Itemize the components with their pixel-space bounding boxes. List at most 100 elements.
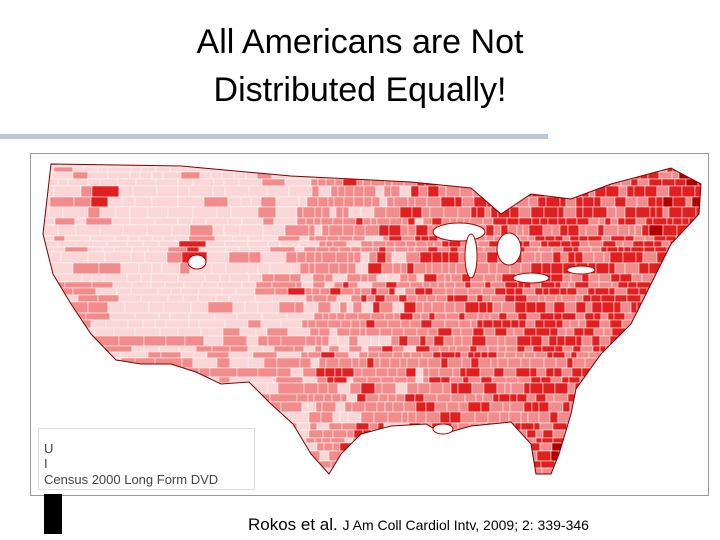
county-cell bbox=[491, 376, 507, 384]
county-cell bbox=[593, 196, 602, 208]
county-cell bbox=[50, 251, 62, 264]
county-cell bbox=[661, 281, 670, 289]
county-cell bbox=[170, 376, 198, 384]
county-cell bbox=[107, 357, 122, 369]
county-cell bbox=[112, 281, 133, 289]
county-cell bbox=[467, 401, 482, 413]
county-cell bbox=[317, 382, 329, 395]
county-cell bbox=[558, 164, 572, 168]
county-cell bbox=[517, 442, 531, 452]
county-cell bbox=[48, 206, 64, 219]
county-cell bbox=[349, 460, 362, 469]
county-cell bbox=[609, 429, 620, 439]
county-cell bbox=[340, 287, 355, 296]
county-cell bbox=[287, 287, 306, 296]
county-cell bbox=[516, 393, 528, 403]
county-cell bbox=[702, 154, 708, 162]
county-cell bbox=[662, 450, 670, 462]
county-cell bbox=[405, 467, 418, 474]
county-cell bbox=[610, 273, 621, 283]
county-cell bbox=[131, 281, 152, 289]
county-cell bbox=[551, 246, 564, 253]
county-cell bbox=[661, 478, 671, 489]
county-cell bbox=[267, 240, 281, 248]
county-cell bbox=[475, 478, 482, 489]
county-cell bbox=[329, 154, 341, 162]
county-cell bbox=[554, 281, 562, 289]
county-cell bbox=[369, 467, 385, 474]
county-cell bbox=[195, 401, 211, 413]
county-cell bbox=[418, 357, 429, 369]
county-cell bbox=[391, 467, 407, 474]
county-cell bbox=[570, 164, 579, 168]
county-cell bbox=[617, 351, 627, 359]
county-cell bbox=[535, 393, 547, 403]
county-cell bbox=[703, 218, 708, 225]
county-cell bbox=[257, 206, 277, 219]
county-cell bbox=[659, 401, 668, 413]
county-cell bbox=[272, 154, 291, 162]
county-cell bbox=[269, 393, 298, 403]
county-cell bbox=[596, 376, 605, 384]
county-cell bbox=[347, 171, 360, 180]
county-cell bbox=[333, 281, 344, 289]
county-cell bbox=[493, 367, 505, 378]
county-cell bbox=[683, 450, 699, 462]
county-cell bbox=[644, 301, 660, 314]
county-cell bbox=[490, 281, 506, 289]
county-cell bbox=[301, 478, 312, 489]
county-cell bbox=[599, 164, 607, 168]
county-cell bbox=[704, 412, 708, 423]
county-cell bbox=[43, 367, 69, 378]
county-cell bbox=[567, 224, 580, 237]
county-cell bbox=[415, 376, 424, 384]
county-cell bbox=[527, 235, 536, 242]
county-cell bbox=[706, 186, 708, 197]
county-cell bbox=[230, 206, 259, 219]
county-cell bbox=[352, 235, 366, 242]
county-cell bbox=[407, 246, 416, 253]
county-cell bbox=[463, 467, 473, 474]
county-cell bbox=[336, 294, 352, 303]
county-cell bbox=[533, 154, 544, 162]
county-cell bbox=[648, 224, 664, 237]
county-cell bbox=[618, 429, 628, 439]
county-cell bbox=[371, 281, 387, 289]
county-cell bbox=[229, 345, 249, 353]
county-cell bbox=[540, 178, 549, 187]
county-cell bbox=[641, 166, 655, 173]
county-cell bbox=[626, 287, 640, 296]
county-cell bbox=[662, 422, 672, 431]
county-cell bbox=[547, 217, 559, 226]
county-cell bbox=[359, 442, 370, 452]
county-cell bbox=[573, 327, 585, 337]
county-cell bbox=[504, 478, 515, 489]
county-cell bbox=[307, 393, 315, 403]
county-cell bbox=[329, 206, 337, 219]
county-cell bbox=[603, 154, 612, 162]
county-cell bbox=[563, 460, 578, 469]
county-cell bbox=[91, 335, 120, 347]
county-cell bbox=[630, 301, 638, 314]
county-cell bbox=[178, 240, 207, 248]
county-cell bbox=[379, 357, 391, 369]
county-cell bbox=[480, 376, 493, 384]
county-cell bbox=[538, 401, 550, 413]
county-cell bbox=[618, 185, 628, 198]
county-cell bbox=[192, 206, 218, 219]
county-cell bbox=[643, 382, 657, 395]
county-cell bbox=[549, 327, 559, 337]
county-cell bbox=[545, 166, 558, 173]
county-cell bbox=[360, 206, 375, 219]
county-cell bbox=[688, 251, 697, 264]
county-cell bbox=[659, 460, 669, 469]
county-cell bbox=[523, 327, 537, 337]
county-cell bbox=[403, 437, 415, 444]
county-cell bbox=[43, 217, 56, 226]
county-cell bbox=[440, 351, 456, 359]
county-cell bbox=[326, 478, 336, 489]
county-cell bbox=[409, 281, 424, 289]
county-cell bbox=[685, 196, 693, 208]
county-cell bbox=[678, 294, 691, 303]
county-cell bbox=[184, 335, 205, 347]
